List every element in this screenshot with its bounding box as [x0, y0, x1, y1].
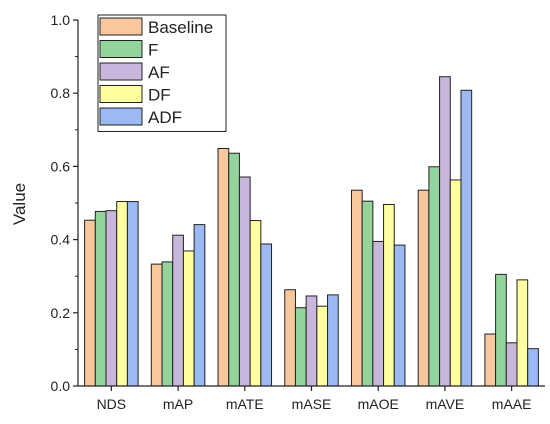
bar-df-maae: [516, 279, 529, 387]
bar-adf-map: [193, 224, 206, 387]
bar-baseline-maae: [484, 333, 497, 387]
bar-adf-maae: [527, 348, 539, 387]
bar-f-mate: [228, 152, 240, 387]
legend-label-af: AF: [148, 63, 170, 82]
bar-af-map: [172, 234, 184, 387]
x-tick-label: mATE: [226, 396, 264, 412]
bar-af-nds: [105, 210, 118, 387]
bars-layer: [84, 76, 539, 387]
y-tick-label: 0.4: [51, 232, 71, 248]
bar-adf-mase: [327, 294, 339, 387]
bar-adf-mate: [260, 243, 273, 387]
bar-df-nds: [116, 201, 128, 387]
legend-swatch-f: [99, 40, 143, 58]
bar-baseline-maoe: [350, 189, 363, 387]
y-tick-label: 0.0: [51, 378, 71, 394]
x-tick-label: NDS: [97, 396, 127, 412]
bar-baseline-mave: [417, 189, 430, 387]
legend-label-adf: ADF: [148, 108, 182, 127]
bar-f-maoe: [361, 200, 374, 387]
y-axis-title: Value: [10, 183, 29, 225]
legend-label-f: F: [148, 41, 158, 60]
bar-af-mase: [305, 295, 318, 387]
y-tick-label: 1.0: [51, 12, 71, 28]
y-tick-label: 0.2: [51, 305, 71, 321]
legend-swatch-adf: [99, 107, 143, 126]
bar-adf-mave: [460, 89, 473, 387]
legend-swatch-df: [99, 85, 143, 103]
bar-f-map: [161, 261, 174, 387]
y-tick-label: 0.8: [51, 85, 71, 101]
bar-df-mave: [449, 179, 462, 387]
bar-adf-nds: [126, 201, 139, 387]
bar-df-map: [182, 250, 195, 387]
bar-f-nds: [94, 210, 107, 387]
bar-af-mave: [439, 76, 451, 387]
bar-af-mate: [238, 176, 251, 387]
legend-label-baseline: Baseline: [148, 18, 213, 37]
legend-swatch-baseline: [99, 17, 143, 36]
bar-adf-maoe: [393, 244, 406, 387]
bar-df-mase: [316, 305, 329, 387]
x-tick-label: mAVE: [426, 396, 465, 412]
x-tick-label: mAAE: [492, 396, 532, 412]
bar-baseline-nds: [84, 219, 96, 387]
bar-af-maoe: [372, 240, 385, 387]
x-tick-label: mASE: [292, 396, 332, 412]
bar-f-mave: [428, 166, 441, 387]
bar-df-maoe: [383, 203, 395, 387]
y-tick-label: 0.6: [51, 158, 71, 174]
legend: Baseline F AF DF ADF: [97, 14, 227, 132]
bar-baseline-map: [150, 263, 163, 387]
legend-swatch-af: [99, 62, 143, 81]
axes-layer: 0.0 0.2 0.4 0.6 0.8 1.0 NDS mAP mATE mASE mAOE mAVE…: [51, 12, 545, 412]
bar-af-maae: [505, 342, 518, 387]
bar-f-maae: [495, 273, 507, 387]
x-tick-label: mAOE: [358, 396, 399, 412]
bar-df-mate: [249, 220, 262, 387]
bar-baseline-mase: [284, 289, 296, 387]
legend-label-df: DF: [148, 86, 171, 105]
bar-baseline-mate: [217, 147, 230, 387]
bar-f-mase: [294, 307, 307, 387]
x-tick-label: mAP: [163, 396, 193, 412]
